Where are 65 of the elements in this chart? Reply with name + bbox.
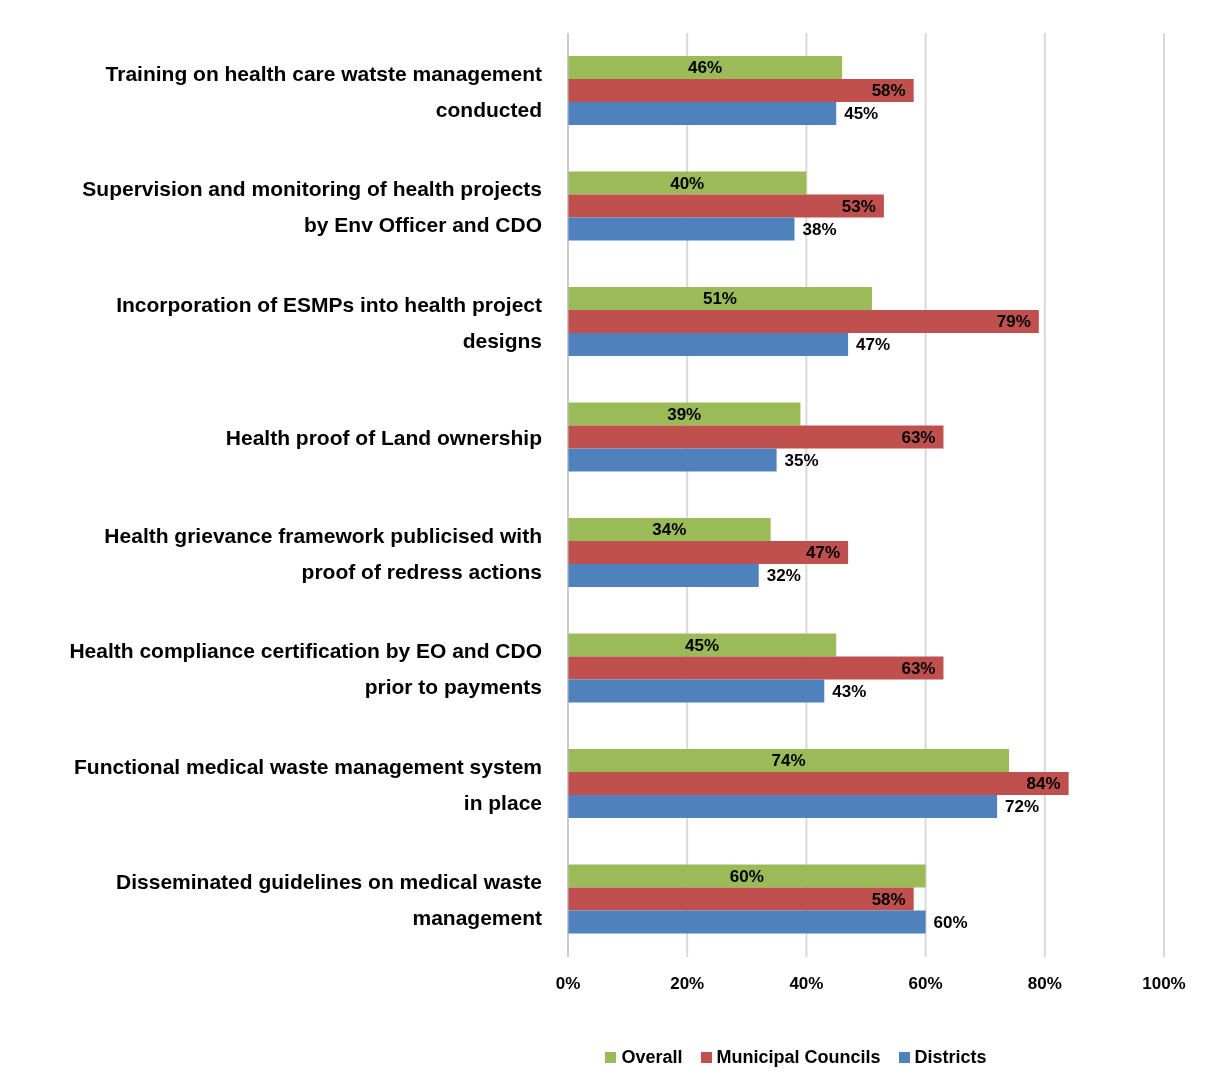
data-label: 51% — [702, 289, 737, 308]
bar — [568, 333, 849, 356]
data-label: 63% — [901, 658, 936, 678]
legend-label: Municipal Councils — [716, 1047, 881, 1068]
bar — [568, 402, 801, 426]
data-label: 43% — [832, 681, 867, 701]
bar — [568, 56, 843, 79]
bar — [568, 194, 884, 218]
data-label: 45% — [685, 635, 720, 655]
bar — [568, 518, 771, 541]
bar — [568, 541, 849, 564]
data-label: 53% — [841, 196, 876, 216]
bar — [568, 887, 914, 911]
bar — [568, 448, 777, 472]
data-label: 32% — [766, 566, 801, 585]
bar — [568, 772, 1069, 795]
data-label: 39% — [667, 404, 702, 424]
data-label: 63% — [901, 427, 936, 447]
bar — [568, 217, 795, 241]
data-label: 60% — [729, 866, 764, 886]
data-label: 74% — [771, 751, 806, 770]
legend-label: Districts — [914, 1047, 987, 1068]
data-label: 35% — [784, 450, 819, 470]
data-label: 45% — [844, 104, 879, 123]
bar — [568, 425, 944, 449]
data-label: 72% — [1005, 797, 1040, 816]
y-tick-label: Functional medical waste management system in place — [74, 754, 542, 814]
bar — [568, 864, 926, 888]
bar — [568, 287, 872, 310]
data-label: 46% — [688, 58, 723, 77]
bar — [568, 310, 1039, 333]
data-label: 38% — [802, 219, 837, 239]
bar — [568, 679, 825, 703]
bar — [568, 79, 914, 102]
data-label: 47% — [856, 335, 891, 354]
x-tick-label: 100% — [1142, 974, 1186, 994]
bar — [568, 656, 944, 680]
data-label: 58% — [871, 889, 906, 909]
bar — [568, 102, 837, 125]
data-label: 58% — [871, 81, 906, 100]
y-tick-label: Health proof of Land ownership — [225, 425, 542, 449]
legend-label: Overall — [621, 1047, 683, 1068]
bar — [568, 910, 926, 934]
data-label: 84% — [1026, 774, 1061, 793]
bar — [568, 171, 807, 195]
bar — [568, 633, 837, 657]
y-tick-label: Disseminated guidelines on medical waste management — [116, 869, 542, 929]
y-tick-label: Health compliance certification by EO and CDO prior to payments — [69, 638, 542, 698]
bar — [568, 795, 998, 818]
data-label: 47% — [806, 543, 841, 562]
bar — [568, 564, 759, 587]
x-tick-label: 0% — [555, 974, 581, 994]
data-label: 60% — [933, 912, 968, 932]
y-tick-label: Incorporation of ESMPs into health project designs — [116, 292, 542, 352]
y-tick-label: Training on health care watste management conducted — [105, 61, 542, 121]
x-tick-label: 80% — [1027, 974, 1062, 994]
bar — [568, 749, 1010, 772]
y-tick-label: Supervision and monitoring of health projects by Env Officer and CDO — [82, 176, 542, 236]
x-tick-label: 40% — [789, 974, 824, 994]
data-label: 40% — [670, 173, 705, 193]
x-tick-label: 20% — [670, 974, 705, 994]
y-tick-label: Health grievance framework publicised with proof of redress actions — [104, 523, 542, 583]
data-label: 34% — [652, 520, 687, 539]
x-tick-label: 60% — [908, 974, 943, 994]
data-label: 79% — [996, 312, 1031, 331]
